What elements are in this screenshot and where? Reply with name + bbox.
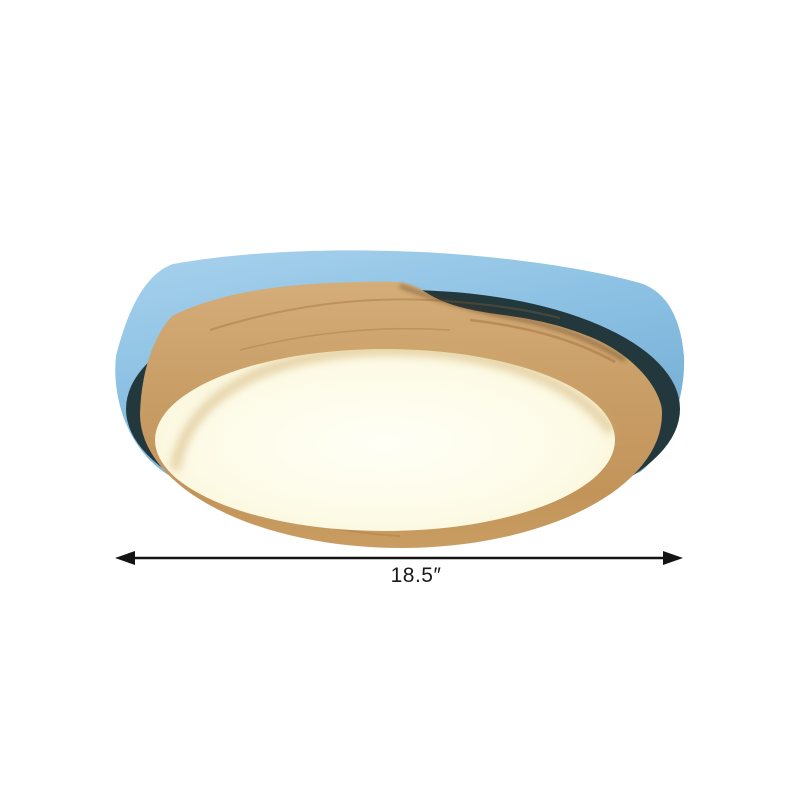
wood-grain-line (469, 318, 616, 364)
lamp (115, 250, 685, 548)
dimension-arrow-right-icon (663, 551, 683, 565)
wood-grain-line (209, 298, 561, 331)
band-edge-shadow (399, 284, 627, 362)
wood-grain-line (239, 327, 451, 351)
dimension-label: 18.5″ (390, 564, 442, 587)
diffuser-edge-shadow (170, 344, 617, 471)
dimension-annotation (115, 551, 683, 565)
lamp-diffuser (155, 349, 615, 531)
dimension-arrow-left-icon (115, 551, 135, 565)
